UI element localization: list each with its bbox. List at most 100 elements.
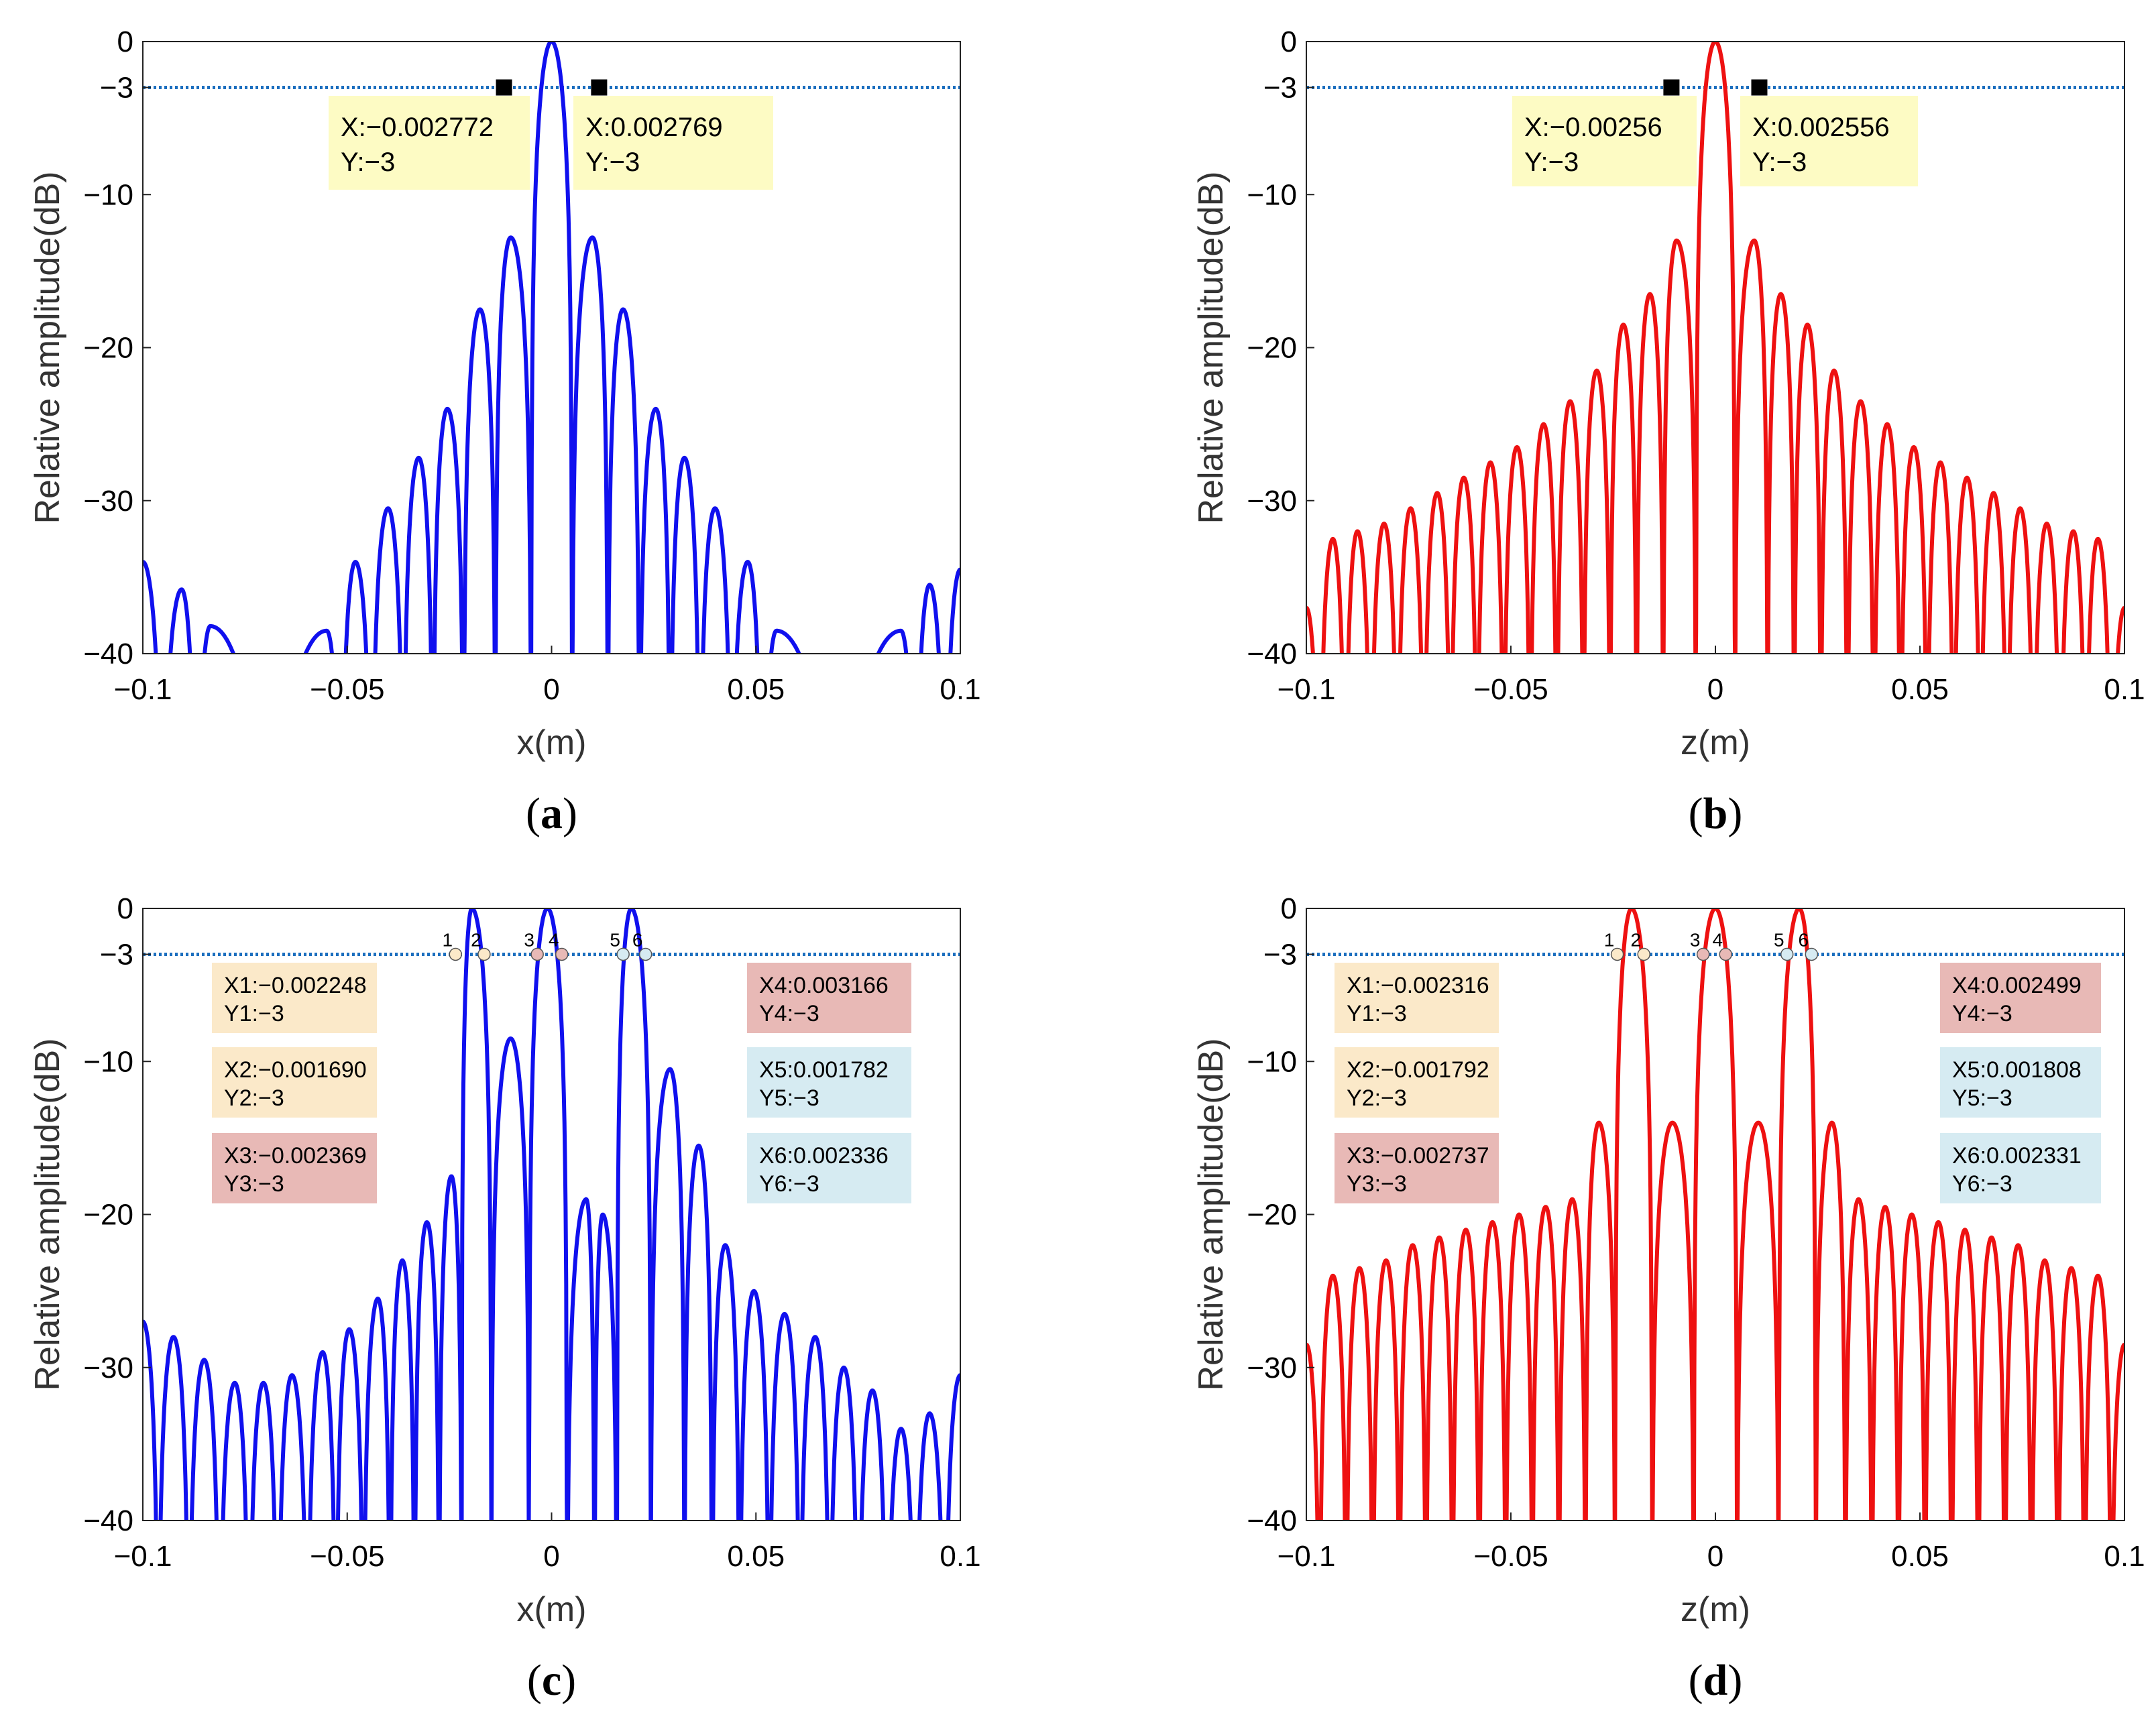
datatip-marker-number: 1: [442, 929, 453, 950]
datatip-y-text: Y6:−3: [759, 1171, 819, 1197]
caption-open-paren: (: [1689, 789, 1703, 838]
datatip-x-text: X3:−0.002369: [224, 1143, 367, 1169]
datatip-box: [212, 1047, 377, 1118]
datatip-y-text: Y6:−3: [1952, 1171, 2012, 1197]
datatip-box: [1940, 963, 2101, 1033]
datatip-box: [1740, 96, 1918, 186]
datatip-marker-number: 3: [524, 929, 534, 950]
datatip-y-text: Y2:−3: [224, 1085, 284, 1111]
caption-close-paren: ): [1727, 1656, 1742, 1705]
datatip-x-text: X6:0.002336: [759, 1143, 889, 1169]
datatip-x-text: X5:0.001808: [1952, 1057, 2082, 1083]
datatip-marker-square: [1751, 79, 1768, 96]
y-tick-label: −40: [83, 638, 133, 670]
x-tick-label: 0: [543, 673, 559, 706]
datatip-marker-number: 1: [1604, 929, 1615, 950]
x-axis-label: z(m): [1681, 723, 1750, 762]
datatip-box: [212, 963, 377, 1033]
datatip-marker-number: 2: [471, 929, 481, 950]
caption-open-paren: (: [526, 789, 541, 838]
caption-open-paren: (: [527, 1656, 542, 1705]
datatip-y-text: Y5:−3: [759, 1085, 819, 1111]
datatip-y-text: Y1:−3: [224, 1001, 284, 1026]
y-tick-label: −30: [83, 485, 133, 518]
datatip-marker-number: 6: [632, 929, 643, 950]
y-tick-label: −10: [83, 1045, 133, 1078]
datatip-x-text: X:0.002556: [1752, 113, 1890, 142]
datatip-marker-number: 6: [1799, 929, 1809, 950]
datatip-x-text: X1:−0.002316: [1347, 973, 1489, 998]
x-tick-label: −0.1: [114, 1540, 172, 1573]
caption-open-paren: (: [1689, 1656, 1703, 1705]
datatip-marker-number: 2: [1630, 929, 1641, 950]
y-tick-label: 0: [117, 25, 133, 58]
datatip-box: [747, 963, 911, 1033]
y-tick-label: −20: [83, 1199, 133, 1232]
datatip-x-text: X2:−0.001690: [224, 1057, 367, 1083]
y-axis-label: Relative amplitude(dB): [28, 171, 67, 524]
caption-close-paren: ): [563, 789, 577, 838]
datatip-marker-square: [591, 79, 608, 96]
chart-layers: 0−3−10−20−30−40−0.1 −0.05 0 0.05 0.1x(m)Rela…: [28, 25, 2145, 1705]
datatip-y-text: Y4:−3: [1952, 1001, 2012, 1026]
panel-caption: (b): [1689, 789, 1743, 838]
x-axis-label: z(m): [1681, 1590, 1750, 1629]
y-tick-label: −40: [83, 1504, 133, 1537]
y-tick-label: −30: [1247, 1352, 1297, 1384]
y-tick-label: −20: [1247, 1199, 1297, 1232]
caption-letter: b: [1703, 789, 1728, 838]
caption-letter: a: [541, 789, 563, 838]
datatip-box: [747, 1133, 911, 1203]
x-tick-label: 0.1: [940, 1540, 980, 1573]
panel-caption: (c): [527, 1656, 576, 1705]
datatip-marker-circle: [1637, 947, 1650, 961]
y-tick-label: −20: [1247, 332, 1297, 365]
datatip-box: [1940, 1047, 2101, 1118]
x-tick-label: 0.05: [727, 673, 785, 706]
datatip-marker-circle: [1696, 947, 1710, 961]
datatip-box: [573, 96, 773, 190]
y-tick-label: −10: [83, 178, 133, 211]
panel-caption: (a): [526, 789, 577, 838]
caption-close-paren: ): [1727, 789, 1742, 838]
x-tick-label: 0.05: [727, 1540, 785, 1573]
panel-d: 0 −3 −10 −20 −30 −40−0.1 −0.05 0 0.05 0.1 z(m) Rela…: [1192, 892, 2145, 1705]
panel-b: 0 −3 −10 −20 −30 −40−0.1 −0.05 0 0.05 0.1 z(m) Rela…: [1192, 25, 2145, 838]
y-axis-label: Relative amplitude(dB): [1192, 1038, 1231, 1390]
datatip-marker-number: 3: [1690, 929, 1701, 950]
datatip-y-text: Y3:−3: [224, 1171, 284, 1197]
datatip-box: [1335, 963, 1499, 1033]
datatip-y-text: Y5:−3: [1952, 1085, 2012, 1111]
datatip-y-text: Y:−3: [1752, 147, 1807, 177]
y-tick-label: −20: [83, 332, 133, 365]
datatip-marker-circle: [616, 947, 630, 961]
datatip-marker-circle: [1805, 947, 1819, 961]
x-tick-label: −0.1: [1278, 673, 1336, 706]
x-tick-label: −0.1: [1278, 1540, 1336, 1573]
x-axis-label: x(m): [517, 723, 587, 762]
x-tick-label: −0.05: [1473, 673, 1548, 706]
datatip-marker-number: 5: [1774, 929, 1784, 950]
y-tick-label: −30: [1247, 485, 1297, 518]
y-tick-label: −30: [83, 1352, 133, 1384]
datatip-x-text: X:0.002769: [585, 113, 723, 142]
datatip-marker-circle: [530, 947, 544, 961]
y-tick-label: 0: [1281, 892, 1297, 925]
y-tick-label: −3: [1263, 938, 1297, 971]
x-tick-label: 0.1: [2104, 673, 2145, 706]
datatip-x-text: X4:0.003166: [759, 973, 889, 998]
datatip-x-text: X6:0.002331: [1952, 1143, 2082, 1169]
datatip-x-text: X3:−0.002737: [1347, 1143, 1489, 1169]
x-tick-label: −0.05: [310, 1540, 384, 1573]
datatip-box: [212, 1133, 377, 1203]
datatip-marker-circle: [477, 947, 491, 961]
caption-letter: d: [1703, 1656, 1728, 1705]
datatip-x-text: X2:−0.001792: [1347, 1057, 1489, 1083]
datatip-x-text: X:−0.00256: [1524, 113, 1662, 142]
y-tick-label: −3: [100, 71, 133, 104]
y-tick-label: −10: [1247, 1045, 1297, 1078]
datatip-marker-circle: [555, 947, 569, 961]
datatip-box: [329, 96, 530, 190]
beam-pattern-line: [143, 908, 960, 1521]
